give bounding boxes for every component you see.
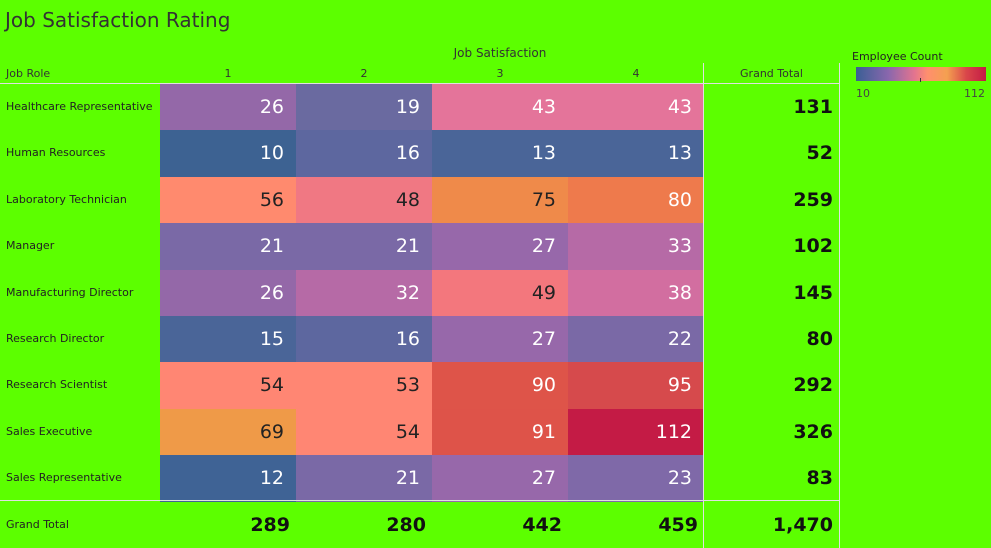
row-label: Healthcare Representative (6, 100, 153, 113)
heatmap-cell[interactable]: 33 (568, 223, 704, 270)
heatmap-cell[interactable]: 53 (296, 362, 432, 409)
heatmap-cell[interactable]: 38 (568, 269, 704, 316)
heatmap-cell[interactable]: 54 (296, 408, 432, 456)
grid-divider (839, 63, 840, 548)
heatmap-cell[interactable]: 43 (432, 84, 568, 131)
heatmap-cell[interactable]: 27 (432, 455, 568, 502)
row-label: Sales Representative (6, 471, 122, 485)
legend-tick (920, 78, 921, 82)
heatmap-cell[interactable]: 21 (160, 223, 296, 270)
row-header-label: Job Role (6, 67, 51, 80)
heatmap-cell[interactable]: 95 (568, 362, 704, 409)
row-label: Sales Executive (6, 424, 93, 438)
row-grand-total: 52 (806, 142, 833, 165)
row-grand-total: 102 (793, 235, 833, 258)
grid-divider (0, 83, 839, 84)
row-grand-total: 259 (793, 188, 833, 211)
heatmap-cell[interactable]: 13 (568, 130, 704, 177)
row-label: Research Director (6, 332, 105, 345)
heatmap-cell[interactable]: 12 (160, 455, 296, 502)
legend-min-label: 10 (856, 87, 870, 100)
heatmap-cell[interactable]: 26 (160, 269, 296, 316)
legend-max-label: 112 (964, 87, 985, 100)
column-group-label: Job Satisfaction (453, 46, 547, 60)
heatmap-cell[interactable]: 16 (296, 316, 432, 363)
heatmap-cell[interactable]: 49 (432, 269, 568, 316)
heatmap-cell[interactable]: 27 (432, 316, 568, 363)
grid-divider (0, 500, 839, 501)
heatmap-cell[interactable]: 56 (160, 176, 296, 224)
heatmap-cell[interactable]: 15 (160, 316, 296, 363)
heatmap-cell[interactable]: 21 (296, 455, 432, 502)
grand-total-row-label: Grand Total (6, 518, 69, 531)
heatmap-cell[interactable]: 43 (568, 84, 704, 131)
heatmap-cell[interactable]: 16 (296, 130, 432, 177)
heatmap-cell[interactable]: 27 (432, 223, 568, 270)
row-label: Human Resources (6, 146, 106, 160)
grid-divider (703, 63, 704, 548)
column-label-4: 4 (632, 67, 640, 80)
row-grand-total: 145 (793, 281, 833, 304)
column-label-2: 2 (360, 67, 368, 80)
heatmap-cell[interactable]: 54 (160, 362, 296, 409)
row-grand-total: 83 (806, 467, 833, 490)
heatmap-cell[interactable]: 80 (568, 176, 704, 224)
row-grand-total: 292 (793, 374, 833, 397)
row-label: Manufacturing Director (6, 285, 134, 299)
heatmap-cell[interactable]: 75 (432, 176, 568, 224)
column-grand-total: 442 (522, 514, 562, 536)
column-label-3: 3 (496, 67, 504, 80)
column-label-1: 1 (224, 67, 232, 80)
heatmap-cell[interactable]: 48 (296, 176, 432, 224)
heatmap-cell[interactable]: 26 (160, 84, 296, 131)
row-label: Manager (6, 239, 55, 253)
heatmap-cell[interactable]: 91 (432, 408, 568, 456)
heatmap-cell[interactable]: 32 (296, 269, 432, 316)
heatmap-cell[interactable]: 13 (432, 130, 568, 177)
column-grand-total: 289 (250, 514, 290, 536)
heatmap-cell[interactable]: 90 (432, 362, 568, 409)
heatmap-cell[interactable]: 69 (160, 408, 296, 456)
row-label: Laboratory Technician (6, 192, 127, 206)
row-grand-total: 326 (793, 420, 833, 443)
heatmap-cell[interactable]: 21 (296, 223, 432, 270)
page-title: Job Satisfaction Rating (5, 8, 231, 32)
heatmap-cell[interactable]: 19 (296, 84, 432, 131)
heatmap-cell[interactable]: 23 (568, 455, 704, 502)
column-grand-total: 280 (386, 514, 426, 536)
grand-total-value: 1,470 (772, 514, 833, 536)
row-grand-total: 80 (806, 328, 833, 350)
heatmap-cell[interactable]: 10 (160, 130, 296, 177)
heatmap-cell[interactable]: 22 (568, 316, 704, 363)
legend-gradient-bar[interactable] (856, 67, 986, 81)
legend-title: Employee Count (852, 50, 943, 63)
grand-total-column-label: Grand Total (740, 67, 803, 80)
column-grand-total: 459 (658, 514, 698, 536)
row-label: Research Scientist (6, 378, 108, 392)
heatmap-cell[interactable]: 112 (568, 408, 704, 456)
row-grand-total: 131 (793, 96, 833, 118)
